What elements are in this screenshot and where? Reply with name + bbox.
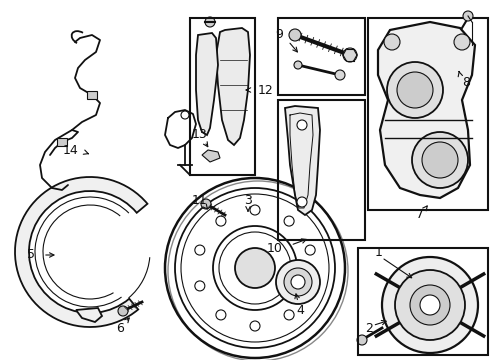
Circle shape: [250, 205, 260, 215]
Text: 10: 10: [267, 242, 283, 255]
Circle shape: [276, 260, 320, 304]
Circle shape: [420, 295, 440, 315]
Circle shape: [201, 199, 211, 209]
Polygon shape: [285, 106, 320, 215]
Circle shape: [284, 216, 294, 226]
Circle shape: [284, 268, 312, 296]
Polygon shape: [216, 28, 250, 145]
Circle shape: [357, 335, 367, 345]
Text: 14: 14: [62, 144, 78, 157]
Circle shape: [294, 61, 302, 69]
Circle shape: [463, 11, 473, 21]
Circle shape: [382, 257, 478, 353]
Circle shape: [181, 111, 189, 119]
Polygon shape: [196, 33, 218, 135]
Text: 7: 7: [416, 208, 424, 221]
Circle shape: [454, 34, 470, 50]
Circle shape: [297, 120, 307, 130]
Bar: [358, 248, 488, 355]
Circle shape: [305, 245, 315, 255]
Circle shape: [205, 17, 215, 27]
Circle shape: [291, 275, 305, 289]
Circle shape: [395, 270, 465, 340]
Circle shape: [195, 245, 205, 255]
Circle shape: [335, 70, 345, 80]
Circle shape: [305, 281, 315, 291]
Circle shape: [397, 72, 433, 108]
Text: 1: 1: [375, 247, 383, 260]
Circle shape: [384, 34, 400, 50]
Circle shape: [412, 132, 468, 188]
Bar: [87, 91, 97, 99]
Text: 11: 11: [192, 194, 208, 207]
Text: 9: 9: [275, 28, 283, 41]
Bar: [278, 100, 365, 240]
Text: 8: 8: [462, 76, 470, 89]
Text: 2: 2: [365, 321, 373, 334]
Circle shape: [422, 142, 458, 178]
Circle shape: [118, 306, 128, 316]
Circle shape: [216, 216, 226, 226]
Circle shape: [297, 197, 307, 207]
Bar: [57, 138, 67, 146]
Text: 3: 3: [244, 194, 252, 207]
Text: 5: 5: [27, 248, 35, 261]
Circle shape: [195, 281, 205, 291]
Text: 6: 6: [116, 321, 124, 334]
Polygon shape: [202, 150, 220, 162]
Circle shape: [216, 310, 226, 320]
Text: 12: 12: [258, 84, 274, 96]
Circle shape: [343, 48, 357, 62]
Polygon shape: [378, 22, 475, 198]
Circle shape: [410, 285, 450, 325]
Circle shape: [284, 310, 294, 320]
Text: 4: 4: [296, 303, 304, 316]
Circle shape: [235, 248, 275, 288]
Text: 13: 13: [192, 129, 208, 141]
Circle shape: [387, 62, 443, 118]
Circle shape: [250, 321, 260, 331]
Bar: [190, 18, 255, 175]
Bar: [278, 18, 365, 95]
Polygon shape: [76, 308, 102, 322]
Circle shape: [289, 29, 301, 41]
Bar: [368, 18, 488, 210]
Wedge shape: [15, 177, 147, 327]
